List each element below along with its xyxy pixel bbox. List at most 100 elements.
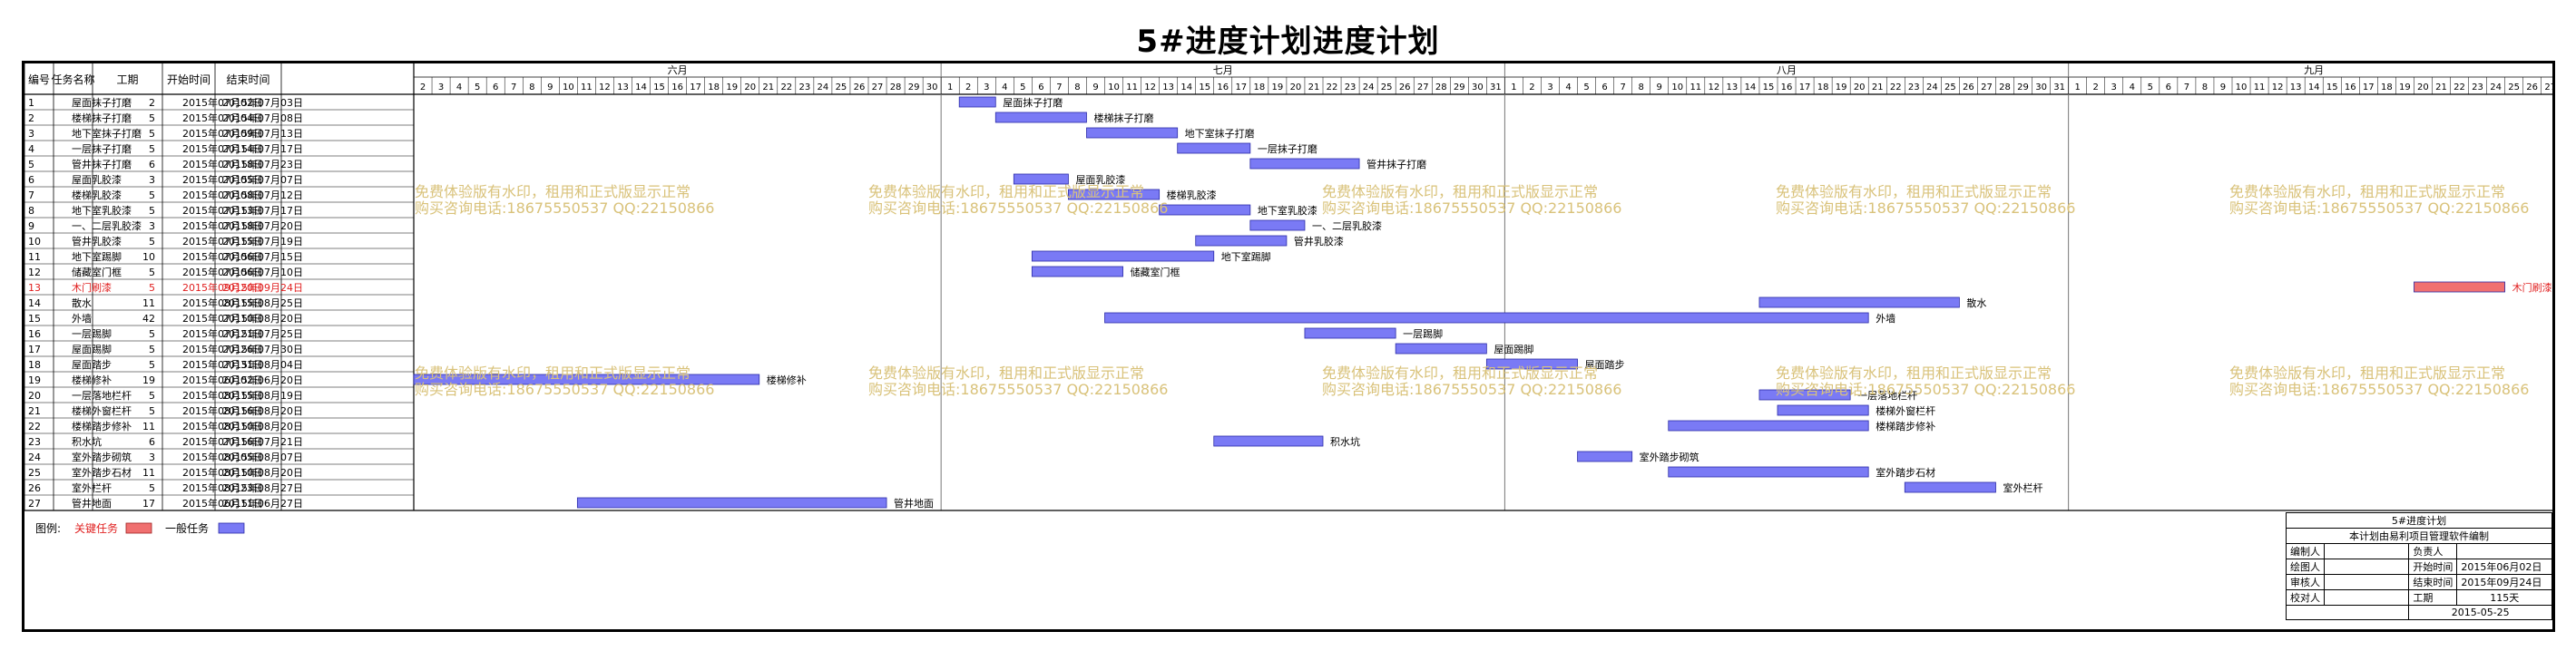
day-label: 25	[836, 83, 847, 92]
day-label: 1	[2074, 83, 2080, 92]
task-duration: 5	[149, 405, 155, 417]
task-name: 室外栏杆	[72, 481, 112, 494]
day-label: 27	[1417, 83, 1429, 92]
watermark-text: 免费体验版有水印，租用和正式版显示正常	[1322, 183, 1598, 200]
day-label: 31	[2053, 83, 2065, 92]
task-bar-label: 一、二层乳胶漆	[1312, 219, 1382, 232]
watermark-text: 免费体验版有水印，租用和正式版显示正常	[1322, 364, 1598, 382]
task-id: 20	[28, 390, 41, 402]
task-duration: 11	[142, 421, 155, 432]
task-end: 2015年07月07日	[222, 173, 303, 186]
day-label: 18	[1253, 83, 1265, 92]
footer-plan-title: 5#进度计划	[2286, 512, 2552, 529]
day-label: 20	[744, 83, 756, 92]
gantt-frame: 编号 任务名称 工期 开始时间 结束时间 六月 2 3 4 5 6 7 8 9 10 11 12 13 14 15 16…	[22, 61, 2555, 632]
task-bar-label: 地下室乳胶漆	[1258, 204, 1317, 217]
task-duration: 5	[149, 344, 155, 355]
day-label: 30	[2035, 83, 2047, 92]
day-label: 9	[1657, 83, 1662, 92]
day-label: 6	[493, 83, 498, 92]
task-duration: 5	[149, 205, 155, 217]
task-duration: 5	[149, 267, 155, 278]
day-label: 5	[1020, 83, 1025, 92]
footer-label-start: 开始时间	[2408, 559, 2458, 575]
day-label: 9	[547, 83, 553, 92]
task-bar-label: 一层抹子打磨	[1258, 142, 1317, 155]
task-start: 2015年06月11日	[182, 497, 263, 510]
day-label: 24	[2490, 83, 2502, 92]
task-duration: 5	[149, 112, 155, 124]
column-header: 开始时间	[167, 73, 211, 86]
day-label: 13	[1727, 83, 1739, 92]
task-duration: 5	[149, 128, 155, 140]
day-label: 15	[1199, 83, 1210, 92]
day-label: 10	[563, 83, 574, 92]
month-label: 七月	[1213, 64, 1233, 76]
watermark-text: 免费体验版有水印，租用和正式版显示正常	[2229, 364, 2505, 382]
task-name: 屋面抹子打磨	[72, 96, 132, 109]
task-name: 楼梯乳胶漆	[72, 189, 122, 201]
task-bar-label: 地下室抹子打磨	[1185, 127, 1255, 140]
task-id: 5	[28, 159, 34, 170]
day-label: 20	[1854, 83, 1866, 92]
task-end: 2015年07月10日	[222, 266, 303, 278]
task-bar	[413, 374, 760, 385]
day-label: 17	[2363, 83, 2375, 92]
task-duration: 2	[149, 97, 155, 109]
task-end: 2015年08月27日	[222, 481, 303, 494]
task-id: 27	[28, 498, 41, 510]
task-name: 积水坑	[72, 435, 102, 448]
month-label: 八月	[1777, 64, 1797, 76]
day-label: 3	[2111, 83, 2117, 92]
task-end: 2015年07月19日	[222, 235, 303, 248]
day-label: 5	[1583, 83, 1589, 92]
task-bar	[1068, 189, 1161, 200]
task-duration: 6	[149, 436, 155, 448]
task-start: 2015年07月04日	[182, 112, 263, 124]
task-bar	[1668, 466, 1869, 478]
task-start: 2015年08月15日	[182, 389, 263, 402]
task-id: 2	[28, 112, 34, 124]
task-start: 2015年09月20日	[182, 281, 263, 294]
footer-label-editor: 编制人	[2286, 543, 2325, 559]
task-name: 地下室踢脚	[72, 250, 122, 263]
task-end: 2015年06月20日	[222, 374, 303, 386]
task-duration: 5	[149, 282, 155, 294]
task-bar-label: 楼梯修补	[767, 374, 807, 386]
task-bar-label: 储藏室门框	[1131, 266, 1180, 278]
day-label: 24	[818, 83, 829, 92]
task-name: 室外踏步石材	[72, 466, 132, 479]
task-end: 2015年08月20日	[222, 404, 303, 417]
watermark-text: 购买咨询电话:18675550537 QQ:22150866	[868, 199, 1168, 217]
day-label: 12	[2272, 83, 2284, 92]
column-header: 任务名称	[51, 73, 94, 86]
day-label: 5	[475, 83, 480, 92]
task-bar	[1395, 343, 1487, 355]
task-bar	[1177, 142, 1251, 154]
task-start: 2015年07月15日	[182, 235, 263, 248]
task-start: 2015年07月08日	[182, 189, 263, 201]
task-start: 2015年07月02日	[182, 96, 263, 109]
task-id: 17	[28, 344, 41, 355]
task-start: 2015年07月09日	[182, 127, 263, 140]
watermark-text: 免费体验版有水印，租用和正式版显示正常	[868, 364, 1144, 382]
task-bar-label: 木门刷漆	[2512, 281, 2552, 294]
day-label: 4	[2130, 83, 2135, 92]
watermark-text: 购买咨询电话:18675550537 QQ:22150866	[415, 381, 714, 398]
task-bar-label: 积水坑	[1330, 435, 1360, 448]
task-end: 2015年07月30日	[222, 343, 303, 355]
day-label: 18	[708, 83, 720, 92]
task-start: 2015年07月10日	[182, 312, 263, 325]
day-label: 20	[2417, 83, 2429, 92]
task-duration: 5	[149, 359, 155, 371]
footer-value-duration: 115天	[2456, 589, 2552, 606]
task-start: 2015年08月10日	[182, 420, 263, 432]
task-bar	[1304, 327, 1396, 339]
task-name: 地下室抹子打磨	[72, 127, 142, 140]
day-label: 11	[1126, 83, 1138, 92]
day-label: 5	[2148, 83, 2153, 92]
task-bar-label: 外墙	[1876, 312, 1895, 325]
day-label: 26	[1963, 83, 1974, 92]
day-label: 2	[2093, 83, 2099, 92]
task-id: 21	[28, 405, 41, 417]
